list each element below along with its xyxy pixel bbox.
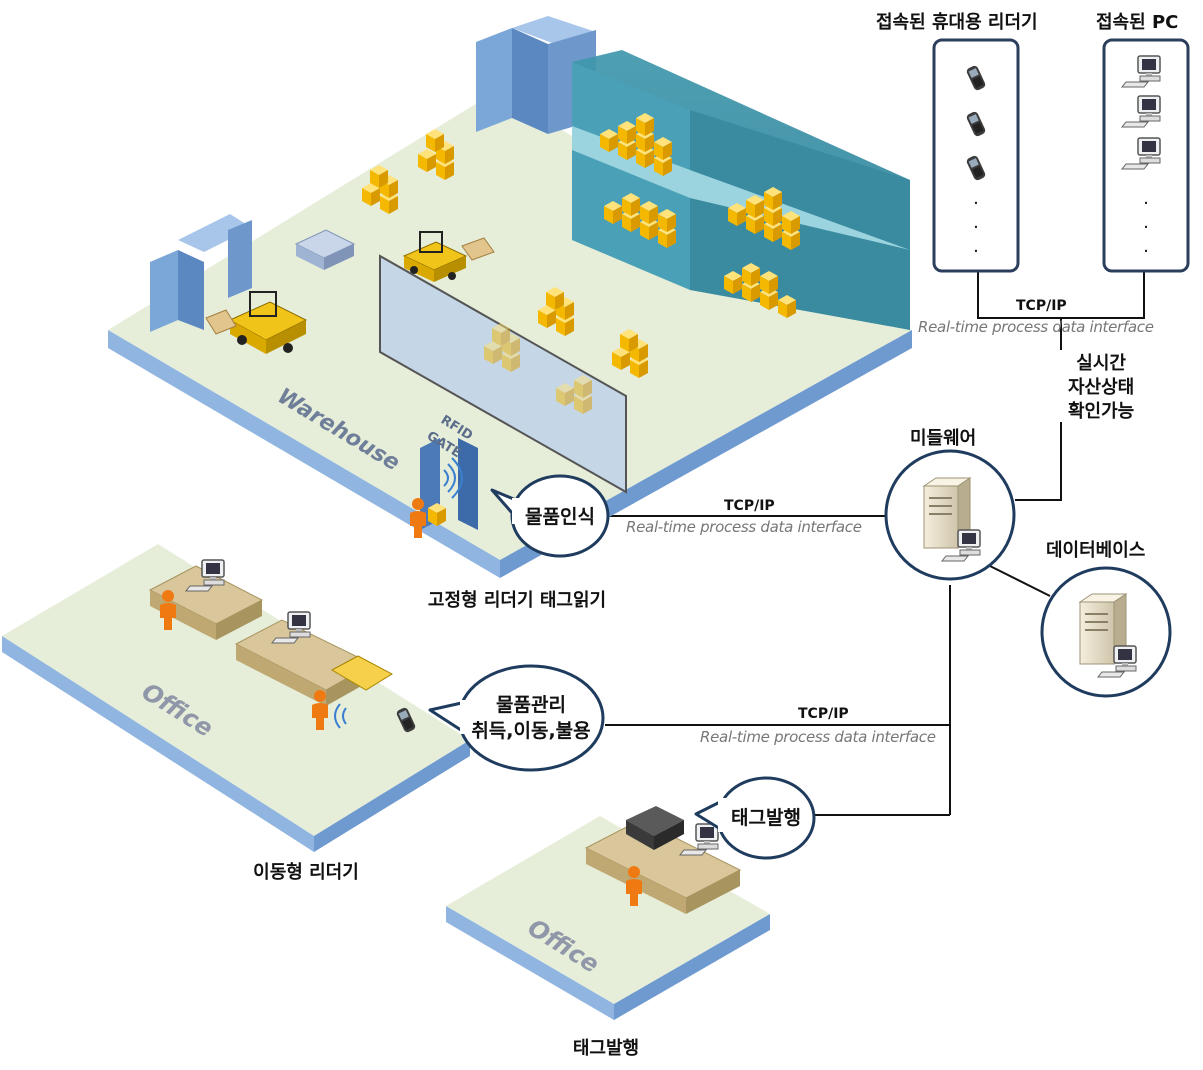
connected-pc-label: 접속된 PC [1096,12,1179,33]
bubble-asset-line2: 취득,이동,불용 [471,720,591,742]
office-desk-1 [148,559,264,640]
bubble-tag-issue-text: 태그발행 [731,807,801,829]
mobile-reader-caption: 이동형 리더기 [253,862,359,883]
pcs-more-dots: · · · [1143,193,1149,262]
glass-partition [379,254,627,494]
bubble-tag-issue [694,776,816,860]
database-server [1040,566,1172,698]
office-desk-3 [584,806,742,914]
tag-issue-caption: 태그발행 [572,1038,640,1059]
warehouse-tcp-label: TCP/IP [724,498,775,514]
office-desk-2 [234,611,417,734]
bubble-asset-management [428,664,605,772]
bubble-item-recognition-text: 물품인식 [525,506,595,528]
realtime-note: 실시간 자산상태 확인가능 [1068,352,1134,424]
portable-readers-label: 접속된 휴대용 리더기 [876,12,1038,33]
pc-panel [1102,38,1190,273]
forklift-icon [205,291,308,354]
realtime-note-line3: 확인가능 [1068,401,1135,422]
fixed-reader-caption: 고정형 리더기 태그읽기 [427,590,607,611]
middleware-label: 미들웨어 [910,428,977,449]
pallet-stack [294,229,356,270]
realtime-note-line2: 자산상태 [1068,377,1135,398]
top-interface-label: Real-time process data interface [918,318,1154,336]
realtime-note-line1: 실시간 [1076,353,1126,374]
bubble-asset-management-text: 물품관리 취득,이동,불용 [461,692,601,744]
office-floor-tag [446,816,770,1020]
tag-printer-icon [626,806,684,850]
bubble-item-recognition [490,474,610,558]
left-arch-gate [150,214,252,332]
office-interface-label: Real-time process data interface [700,728,936,746]
forklift-icon-2 [402,231,495,282]
middleware-server [884,449,1016,581]
warehouse-interface-label: Real-time process data interface [626,518,862,536]
bubble-asset-line1: 물품관리 [496,694,566,716]
database-label: 데이터베이스 [1046,540,1146,561]
office-floor-mobile [2,544,470,852]
top-tcp-label: TCP/IP [1016,298,1067,314]
readers-more-dots: · · · [973,193,979,262]
portable-readers-panel [932,38,1020,273]
network-lines [605,271,1145,816]
office-tcp-label: TCP/IP [798,706,849,722]
